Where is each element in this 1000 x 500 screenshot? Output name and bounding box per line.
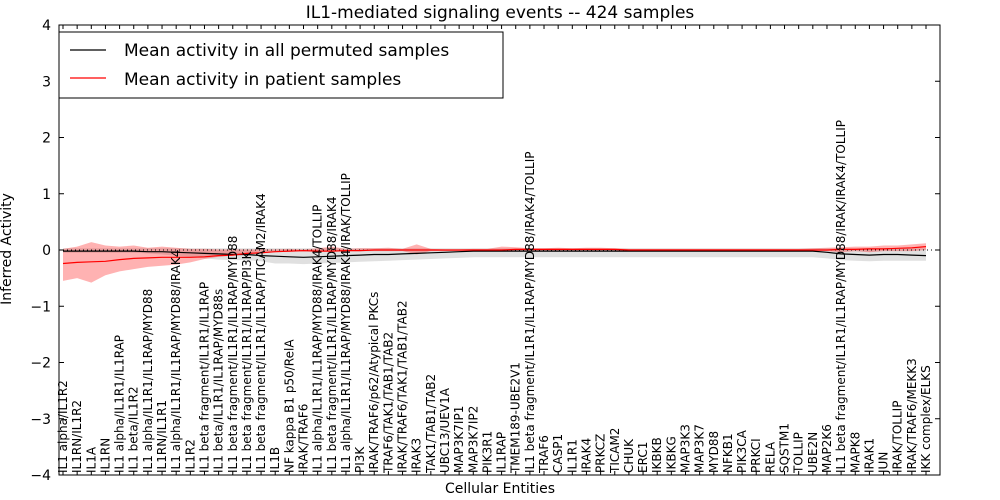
x-tick-label: IL1R1 <box>565 439 579 473</box>
x-tick-label: CASP1 <box>551 434 565 473</box>
y-tick-label: 3 <box>42 74 51 90</box>
x-tick-label: IL1 beta fragment/IL1R1/IL1RAP/PI3K <box>240 250 254 473</box>
x-tick-label: IL1 alpha/IL1R1/IL1RAP/MYD88/IRAK4/IRAK/… <box>339 173 353 473</box>
x-tick-label: IRAK3 <box>410 438 424 473</box>
x-tick-label: IL1 alpha/IL1R1/IL1RAP/MYD88/IRAK4 <box>169 250 183 473</box>
y-tick-label: −2 <box>30 356 51 372</box>
x-tick-label: IL1 alpha/IL1R1/IL1RAP <box>113 335 127 473</box>
x-tick-label: IL1 beta/IL1R1/IL1RAP/MYD88s <box>212 289 226 473</box>
x-tick-label: PI3K <box>353 446 367 473</box>
y-tick-label: 2 <box>42 131 51 147</box>
x-tick-label: UBE2N <box>806 432 820 473</box>
x-tick-label: TOLLIP <box>792 432 806 474</box>
x-tick-label: PRKCZ <box>594 434 608 473</box>
x-tick-label: IL1RAP <box>495 432 509 473</box>
x-tick-label: IL1 beta fragment/IL1R1/IL1RAP <box>198 282 212 473</box>
x-tick-label: PIK3R1 <box>480 431 494 473</box>
x-tick-label: CHUK <box>622 438 636 473</box>
x-tick-label: IRAK1 <box>862 438 876 473</box>
x-tick-label: MAPK8 <box>848 432 862 473</box>
y-tick-label: 0 <box>42 243 51 259</box>
x-tick-label: TRAF6 <box>537 435 551 474</box>
y-tick-label: −4 <box>30 468 51 484</box>
x-tick-label: ERC1 <box>636 442 650 473</box>
x-tick-label: IRAK/TRAF6/MEKK3 <box>905 358 919 473</box>
x-tick-label: IL1 beta fragment/IL1R1/IL1RAP/MYD88/IRA… <box>834 120 848 473</box>
x-tick-label: IL1 alpha/IL1R1/IL1RAP/MYD88/IRAK4/TOLLI… <box>311 205 325 473</box>
x-tick-label: IL1 beta fragment/IL1R1/IL1RAP/MYD88 <box>226 236 240 473</box>
x-tick-label: IRAK4 <box>580 438 594 473</box>
x-axis-label: Cellular Entities <box>445 481 555 497</box>
series-line-0 <box>63 250 927 258</box>
x-tick-label: MAP3K3 <box>679 424 693 473</box>
x-tick-label: TAK1/TAB1/TAB2 <box>424 374 438 474</box>
legend-box <box>58 31 504 99</box>
legend-label-permuted: Mean activity in all permuted samples <box>124 41 449 61</box>
x-tick-label: IRAK/TOLLIP <box>891 401 905 473</box>
x-tick-label: IL1 alpha/IL1R1/IL1RAP/MYD88 <box>141 289 155 473</box>
y-tick-label: 1 <box>42 187 51 203</box>
series-line-1 <box>62 246 927 265</box>
x-tick-label: IL1 beta fragment/IL1R1/IL1RAP/MYD88/IRA… <box>523 152 537 473</box>
x-tick-label: MAP3K7IP2 <box>466 406 480 473</box>
x-tick-label: IL1 beta fragment/IL1R1/IL1RAP/MYD88/IRA… <box>325 196 339 473</box>
x-tick-label: IKBKB <box>650 437 664 473</box>
legend: Mean activity in all permuted samples Me… <box>58 31 504 99</box>
legend-label-patient: Mean activity in patient samples <box>124 70 401 90</box>
x-tick-label: IL1RN/IL1R2 <box>70 400 84 473</box>
x-tick-label: SQSTM1 <box>778 423 792 473</box>
y-tick-label: −1 <box>30 299 51 315</box>
x-tick-label: NF kappa B1 p50/RelA <box>282 339 296 473</box>
x-tick-label: IKBKG <box>664 436 678 473</box>
x-tick-label: UBC13/UEV1A <box>438 387 452 473</box>
x-tick-label: TRAF6/TAK1/TAB1/TAB2 <box>381 332 395 474</box>
x-tick-label: TICAM2 <box>608 428 622 474</box>
x-tick-label: RELA <box>763 441 777 473</box>
x-tick-label: NFKB1 <box>721 433 735 473</box>
x-tick-label: IL1RN/IL1R1 <box>155 400 169 473</box>
band-series-1 <box>63 242 926 283</box>
x-tick-label: IRAK/TRAF6 <box>297 404 311 473</box>
x-tick-label: MAP2K6 <box>820 424 834 473</box>
y-tick-label: −3 <box>30 412 51 428</box>
x-tick-label: IL1RN <box>98 438 112 473</box>
x-tick-label: IL1 beta fragment/IL1R1/IL1RAP/TICAM2/IR… <box>254 193 268 473</box>
x-tick-label: PIK3CA <box>735 429 749 473</box>
x-tick-label: IL1A <box>84 446 98 473</box>
x-tick-label: MAP3K7 <box>693 424 707 473</box>
x-tick-label: IRAK/TRAF6/p62/Atypical PKCs <box>367 292 381 473</box>
x-tick-label: IKK complex/ELKS <box>919 365 933 473</box>
x-tick-label: TMEM189-UBE2V1 <box>509 362 523 474</box>
chart-title: IL1-mediated signaling events -- 424 sam… <box>306 3 695 23</box>
x-tick-label: MAP3K7IP1 <box>452 406 466 473</box>
x-tick-label: PRKCI <box>749 438 763 473</box>
y-tick-label: 4 <box>42 18 51 34</box>
x-tick-label: JUN <box>877 452 891 474</box>
x-tick-label: IL1B <box>268 447 282 473</box>
x-tick-label: IL1 alpha/IL1R2 <box>56 380 70 473</box>
x-tick-label: MYD88 <box>707 431 721 473</box>
y-axis-label: Inferred Activity <box>0 193 15 305</box>
x-tick-label: IL1R2 <box>183 439 197 473</box>
x-tick-label: IL1 beta/IL1R2 <box>127 386 141 473</box>
x-tick-label: IRAK/TRAF6/TAK1/TAB1/TAB2 <box>396 300 410 473</box>
band-series-0 <box>63 248 926 265</box>
